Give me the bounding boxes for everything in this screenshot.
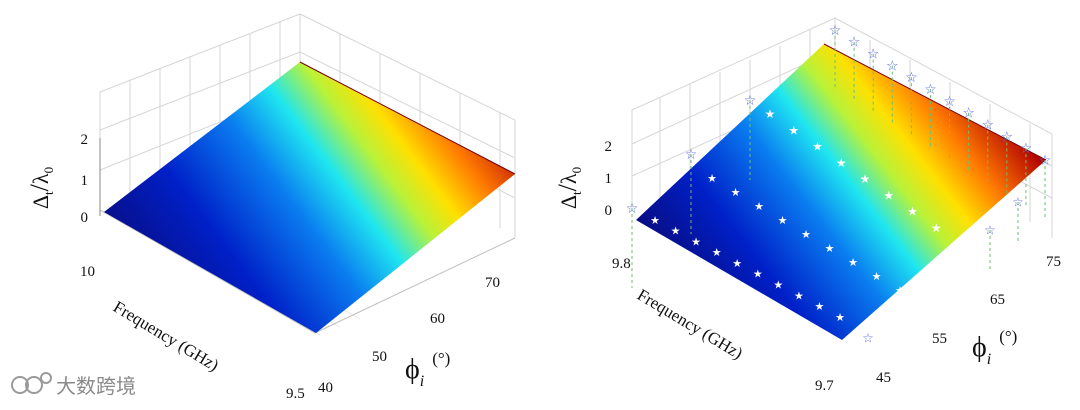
svg-text:Δt/λ0: Δt/λ0 [25, 167, 56, 209]
watermark-text: 大数跨境 [56, 374, 136, 398]
white-star-marker: ★ [815, 300, 825, 313]
white-star-marker: ★ [883, 188, 894, 202]
right-y-tick-55: 55 [932, 331, 947, 347]
white-star-marker: ★ [801, 228, 811, 241]
white-star-marker: ★ [754, 200, 764, 213]
blue-star-marker: ☆ [924, 82, 937, 98]
left-x-tick-9.5: 9.5 [286, 386, 305, 402]
white-star-marker: ★ [836, 156, 847, 170]
blue-star-marker: ☆ [1012, 196, 1024, 211]
white-star-marker: ★ [765, 107, 776, 121]
white-star-marker: ★ [753, 268, 763, 281]
right-x-tick-9.7: 9.7 [815, 378, 834, 394]
right-stems [631, 30, 1046, 288]
blue-star-marker: ☆ [867, 47, 880, 63]
right-surface-edge [823, 43, 1047, 161]
blue-star-marker: ☆ [848, 35, 861, 51]
white-star-marker: ★ [872, 270, 882, 283]
right-y-tick-45: 45 [876, 370, 891, 386]
blue-star-marker: ☆ [862, 332, 874, 347]
blue-star-marker: ☆ [962, 106, 975, 122]
white-star-marker: ★ [778, 214, 788, 227]
left-z-axis: 0 1 2 [81, 132, 101, 226]
white-star-marker: ★ [707, 172, 717, 185]
blue-star-marker: ☆ [626, 201, 639, 217]
left-x-tick-10: 10 [80, 264, 95, 280]
blue-star-marker: ☆ [943, 94, 956, 110]
left-x-axis-label: Frequency (GHz) [110, 297, 222, 375]
left-y-tick-70: 70 [485, 275, 500, 291]
blue-star-marker: ☆ [1001, 129, 1014, 145]
left-y-tick-40: 40 [318, 380, 333, 396]
blue-star-marker: ☆ [744, 93, 757, 109]
white-star-marker: ★ [955, 237, 966, 251]
white-star-marker: ★ [731, 186, 741, 199]
left-z-tick-1: 1 [81, 173, 89, 189]
blue-star-marker: ☆ [1039, 153, 1052, 169]
right-z-tick-0: 0 [605, 203, 613, 219]
white-star-marker: ★ [788, 123, 799, 137]
blue-star-marker: ☆ [829, 23, 842, 39]
white-star-marker: ★ [671, 225, 681, 238]
right-y-axis: 45 55 65 75 ϕi(°) [876, 254, 1061, 386]
white-star-marker: ★ [895, 284, 905, 297]
blue-star-marker: ☆ [1020, 141, 1033, 157]
white-star-marker: ★ [931, 221, 942, 235]
left-y-axis-label: ϕi(°) [405, 349, 450, 390]
right-y-tick-75: 75 [1046, 254, 1061, 270]
blue-star-marker: ☆ [886, 58, 899, 74]
right-surface [636, 44, 1046, 340]
right-surface-plot: ★ ★ ★ ★ ★ ★ ★ ★ ★ ★ ★ ★ ★ ★ ★ ★ ★ ★ ★ ★ ★ ★ ★ ★ ★ ★ ★ ★ ☆ ☆ ☆ ☆ ☆ ☆ ☆ ☆ ☆ ☆ ☆ ☆… [553, 17, 1061, 394]
white-star-marker: ★ [825, 242, 835, 255]
white-star-marker: ★ [794, 289, 804, 302]
right-markers: ★ ★ ★ ★ ★ ★ ★ ★ ★ ★ ★ ★ ★ ★ ★ ★ ★ ★ ★ ★ ★ ★ ★ ★ ★ ★ ★ ★ ☆ ☆ ☆ ☆ ☆ ☆ ☆ ☆ ☆ ☆ ☆ ☆… [626, 23, 1052, 347]
right-z-label: Δt/λ0 [553, 167, 584, 209]
right-x-tick-9.8: 9.8 [612, 256, 631, 272]
left-z-label: Δt/λ0 [25, 167, 56, 209]
blue-star-marker: ☆ [905, 70, 918, 86]
left-y-axis: 40 50 60 70 ϕi(°) [318, 275, 500, 396]
left-surface-plot: 0 1 2 Δt/λ0 10 9.5 Frequency (GHz) 40 50… [25, 13, 516, 402]
left-y-tick-50: 50 [372, 349, 387, 365]
white-star-marker: ★ [835, 311, 845, 324]
left-surface-edge [299, 61, 516, 175]
white-star-marker: ★ [732, 257, 742, 270]
blue-star-marker: ☆ [685, 147, 698, 163]
white-star-marker: ★ [812, 140, 823, 154]
watermark-logo-icon [11, 372, 52, 394]
right-x-axis-label: Frequency (GHz) [634, 285, 746, 363]
right-z-tick-1: 1 [605, 171, 613, 187]
right-y-tick-65: 65 [990, 292, 1005, 308]
white-star-marker: ★ [860, 172, 871, 186]
right-z-axis: 0 1 2 [605, 139, 613, 219]
blue-star-marker: ☆ [981, 117, 994, 133]
left-y-tick-60: 60 [430, 311, 445, 327]
watermark: 大数跨境 [11, 372, 136, 398]
left-z-tick-2: 2 [81, 132, 89, 148]
svg-text:Δt/λ0: Δt/λ0 [553, 167, 584, 209]
white-star-marker: ★ [848, 256, 858, 269]
white-star-marker: ★ [650, 214, 660, 227]
left-surface [104, 62, 515, 333]
right-y-axis-label: ϕi(°) [972, 327, 1017, 368]
blue-star-marker: ☆ [984, 224, 996, 239]
right-z-tick-2: 2 [605, 139, 613, 155]
white-star-marker: ★ [691, 235, 701, 248]
white-star-marker: ★ [773, 279, 783, 292]
left-z-tick-0: 0 [81, 210, 89, 226]
white-star-marker: ★ [712, 246, 722, 259]
white-star-marker: ★ [907, 205, 918, 219]
